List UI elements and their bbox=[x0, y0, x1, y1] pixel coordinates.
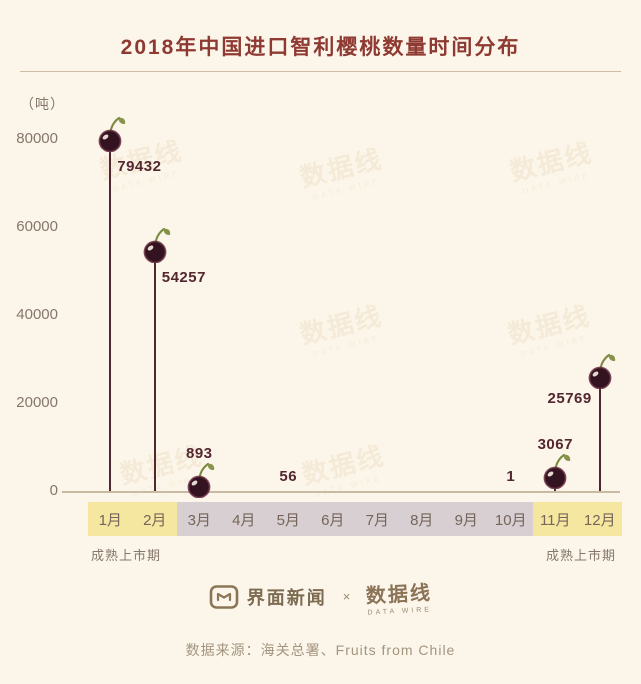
watermark-subtext: DATA WIRE bbox=[521, 170, 592, 196]
chart-title: 2018年中国进口智利樱桃数量时间分布 bbox=[120, 36, 521, 59]
watermark-stamp: 数据线 DATA WIRE bbox=[504, 296, 597, 361]
value-label: 25769 bbox=[547, 389, 592, 407]
jiemian-logo-text: 界面新闻 bbox=[246, 587, 327, 608]
watermark-stamp: 数据线 DATA WIRE bbox=[506, 133, 599, 198]
y-tick-label: 40000 bbox=[16, 306, 58, 323]
month-label: 2月 bbox=[132, 502, 177, 536]
lollipop-stem bbox=[153, 252, 156, 491]
month-label: 6月 bbox=[310, 502, 355, 536]
value-label: 56 bbox=[279, 468, 298, 485]
month-label: 11月 bbox=[533, 502, 578, 536]
value-label: 79432 bbox=[117, 158, 162, 176]
y-axis-unit-label: （吨） bbox=[20, 96, 65, 112]
month-label: 3月 bbox=[177, 502, 222, 536]
value-label: 3067 bbox=[537, 435, 573, 453]
cherry-icon bbox=[541, 451, 571, 489]
datawire-logo: 数据线 DATA WIRE bbox=[365, 576, 433, 616]
watermark-text: 数据线 bbox=[504, 300, 594, 350]
watermark-text: 数据线 bbox=[296, 300, 386, 350]
watermark-subtext: DATA WIRE bbox=[311, 176, 382, 202]
y-tick-label: 20000 bbox=[16, 394, 58, 411]
season-label-left: 成熟上市期 bbox=[91, 548, 162, 563]
x-axis-line bbox=[62, 491, 620, 493]
jiemian-logo-icon bbox=[209, 584, 239, 610]
cherry-icon bbox=[185, 460, 215, 499]
cherry-icon bbox=[96, 114, 126, 153]
value-label: 54257 bbox=[161, 269, 206, 287]
season-label-right: 成熟上市期 bbox=[546, 548, 617, 563]
value-label: 893 bbox=[185, 445, 213, 463]
watermark-subtext: DATA WIRE bbox=[519, 333, 590, 359]
month-label: 12月 bbox=[577, 502, 622, 536]
cherry-icon bbox=[141, 225, 171, 264]
y-tick-label: 0 bbox=[49, 482, 58, 499]
footer-logos: 界面新闻 × 数据线 DATA WIRE bbox=[0, 576, 641, 617]
lollipop-stem bbox=[109, 141, 112, 491]
month-label: 10月 bbox=[488, 502, 533, 536]
lollipop-stem bbox=[598, 377, 601, 491]
logo-separator: × bbox=[342, 589, 351, 604]
watermark-text: 数据线 bbox=[506, 137, 596, 187]
watermark-text: 数据线 bbox=[296, 143, 386, 193]
datawire-logo-text: 数据线 bbox=[365, 582, 433, 608]
watermark-subtext: DATA WIRE bbox=[311, 333, 382, 359]
jiemian-logo: 界面新闻 bbox=[209, 584, 327, 610]
month-label: 8月 bbox=[399, 502, 444, 536]
month-label: 5月 bbox=[266, 502, 311, 536]
y-tick-label: 60000 bbox=[16, 218, 58, 235]
month-label: 7月 bbox=[355, 502, 400, 536]
cherry-icon bbox=[586, 351, 616, 390]
watermark-stamp: 数据线 DATA WIRE bbox=[296, 139, 389, 204]
month-label: 9月 bbox=[444, 502, 489, 536]
data-source-text: 数据来源：海关总署、Fruits from Chile bbox=[185, 642, 456, 658]
y-tick-label: 80000 bbox=[16, 130, 58, 147]
watermark-stamp: 数据线 DATA WIRE bbox=[296, 296, 389, 361]
month-axis-band: 1月 2月 3月 4月 5月 6月 7月 8月 9月 10月 11月 12月 bbox=[88, 502, 622, 536]
month-label: 4月 bbox=[221, 502, 266, 536]
title-divider bbox=[20, 71, 621, 72]
value-label: 1 bbox=[506, 468, 516, 485]
month-label: 1月 bbox=[88, 502, 133, 536]
